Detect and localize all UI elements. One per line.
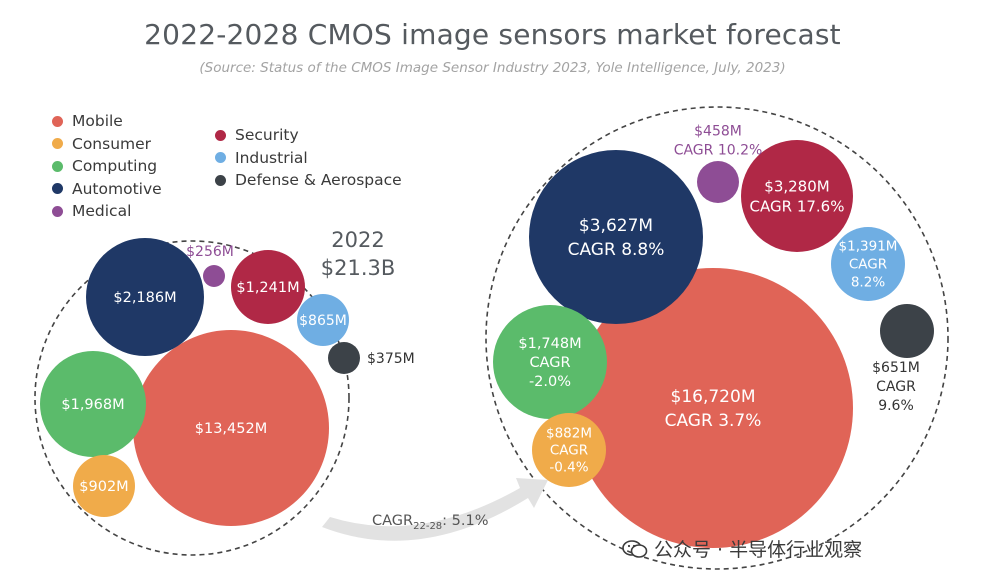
chart-subtitle: (Source: Status of the CMOS Image Sensor… bbox=[199, 60, 786, 76]
bubble-label-2022-automotive: $2,186M bbox=[113, 290, 176, 306]
legend-swatch bbox=[52, 205, 63, 217]
growth-arrow bbox=[322, 478, 548, 541]
bubble-2022-automotive bbox=[86, 238, 204, 356]
bubble-2022-computing bbox=[40, 351, 146, 457]
watermark-text: 公众号 · 半导体行业观察 bbox=[654, 539, 863, 561]
bubble-label-2028-computing: -2.0% bbox=[529, 374, 571, 390]
cagr-prefix: CAGR bbox=[372, 513, 413, 529]
bubble-2028-automotive bbox=[529, 150, 703, 324]
overall-cagr-label: CAGR22-28: 5.1% bbox=[372, 513, 489, 532]
bubble-2022-security bbox=[231, 250, 305, 324]
legend-item-medical: Medical bbox=[52, 200, 162, 223]
wechat-icon bbox=[622, 539, 648, 558]
legend-swatch bbox=[215, 174, 226, 186]
legend-item-industrial: Industrial bbox=[215, 147, 402, 170]
bubble-label-2028-defense-and-aerospace: $651M bbox=[872, 360, 920, 376]
legend-label: Defense & Aerospace bbox=[235, 171, 402, 190]
bubble-label-2028-industrial: 8.2% bbox=[851, 275, 885, 291]
bubble-2028-industrial bbox=[831, 227, 905, 301]
legend-item-mobile: Mobile bbox=[52, 110, 162, 133]
bubble-2028-computing bbox=[493, 305, 607, 419]
legend-column-2: Security Industrial Defense & Aerospace bbox=[215, 124, 402, 192]
bubble-label-2028-consumer: CAGR bbox=[550, 443, 588, 459]
legend-label: Mobile bbox=[72, 112, 123, 131]
legend-swatch bbox=[52, 115, 63, 127]
bubble-label-2022-security: $1,241M bbox=[236, 280, 299, 296]
bubble-label-2028-automotive: $3,627M bbox=[579, 216, 653, 236]
bubble-2022-industrial bbox=[297, 294, 349, 346]
bubble-label-2028-computing: $1,748M bbox=[518, 336, 581, 352]
bubble-label-2028-industrial: CAGR bbox=[849, 257, 887, 273]
cagr-value: : 5.1% bbox=[442, 513, 488, 529]
bubble-label-2022-defense-and-aerospace: $375M bbox=[367, 351, 415, 367]
legend-label: Security bbox=[235, 126, 299, 145]
bubble-label-2028-mobile: $16,720M bbox=[671, 387, 756, 407]
bubble-label-2028-medical: $458M bbox=[694, 123, 742, 139]
legend-item-automotive: Automotive bbox=[52, 178, 162, 201]
group-boundary-2028 bbox=[485, 106, 949, 570]
legend-label: Industrial bbox=[235, 148, 308, 167]
legend-column-1: Mobile Consumer Computing Automotive Medical bbox=[52, 110, 162, 223]
bubble-label-2022-consumer: $902M bbox=[79, 479, 128, 495]
total-label-2022: $21.3B bbox=[321, 256, 396, 280]
bubble-2022-medical bbox=[203, 265, 225, 287]
bubble-2022-defense-and-aerospace bbox=[328, 342, 360, 374]
legend-item-security: Security bbox=[215, 124, 402, 147]
bubble-2022-consumer bbox=[73, 455, 135, 517]
bubble-label-2028-defense-and-aerospace: 9.6% bbox=[878, 398, 914, 414]
bubble-label-2028-industrial: $1,391M bbox=[839, 239, 898, 255]
bubble-label-2028-security: $3,280M bbox=[764, 177, 829, 195]
legend-swatch bbox=[215, 152, 226, 164]
bubble-2028-security bbox=[741, 140, 853, 252]
bubble-2028-mobile bbox=[573, 268, 853, 548]
legend-swatch bbox=[215, 129, 226, 141]
chart-title: 2022-2028 CMOS image sensors market fore… bbox=[144, 18, 841, 51]
legend-item-consumer: Consumer bbox=[52, 133, 162, 156]
bubble-label-2022-medical: $256M bbox=[186, 244, 234, 260]
cagr-subscript: 22-28 bbox=[413, 521, 442, 532]
legend-swatch bbox=[52, 160, 63, 172]
year-label-2022: 2022 bbox=[331, 228, 384, 252]
legend-label: Medical bbox=[72, 202, 132, 221]
bubble-label-2022-computing: $1,968M bbox=[61, 397, 124, 413]
legend-item-defense-and-aerospace: Defense & Aerospace bbox=[215, 169, 402, 192]
bubble-label-2028-security: CAGR 17.6% bbox=[750, 197, 845, 215]
legend-label: Computing bbox=[72, 157, 158, 176]
bubble-2022-mobile bbox=[133, 330, 329, 526]
legend-item-computing: Computing bbox=[52, 155, 162, 178]
bubble-2028-defense-and-aerospace bbox=[880, 304, 934, 358]
bubble-label-2028-consumer: $882M bbox=[546, 426, 592, 442]
bubble-label-2022-industrial: $865M bbox=[299, 313, 347, 329]
bubble-label-2028-mobile: CAGR 3.7% bbox=[665, 411, 762, 431]
bubble-label-2028-defense-and-aerospace: CAGR bbox=[876, 379, 916, 395]
legend-label: Consumer bbox=[72, 134, 152, 153]
bubble-label-2028-consumer: -0.4% bbox=[549, 460, 588, 476]
bubble-2028-consumer bbox=[532, 413, 606, 487]
legend-swatch bbox=[52, 138, 63, 150]
bubble-2028-medical bbox=[697, 161, 739, 203]
watermark: 公众号 · 半导体行业观察 bbox=[622, 535, 862, 562]
bubble-label-2022-mobile: $13,452M bbox=[195, 421, 267, 437]
bubble-label-2028-medical: CAGR 10.2% bbox=[674, 142, 763, 158]
legend-swatch bbox=[52, 183, 63, 195]
bubble-label-2028-computing: CAGR bbox=[529, 355, 570, 371]
legend-label: Automotive bbox=[72, 179, 162, 198]
bubble-label-2028-automotive: CAGR 8.8% bbox=[568, 240, 665, 260]
group-boundary-2022 bbox=[34, 240, 350, 556]
